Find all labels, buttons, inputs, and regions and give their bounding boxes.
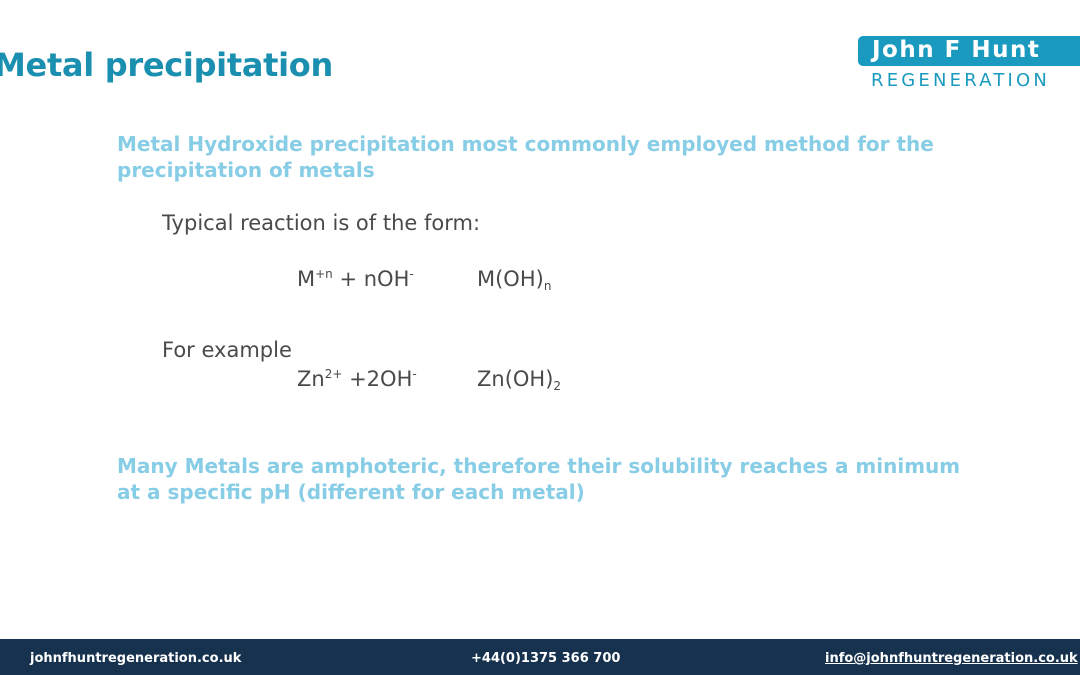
- example-reactant-charge2: -: [412, 367, 417, 381]
- general-reactant-rest: + nOH: [332, 267, 410, 291]
- general-product-subscript: n: [543, 279, 552, 293]
- heading-hydroxide-line2: precipitation of metals: [117, 158, 375, 182]
- footer-email-link[interactable]: info@johnfhuntregeneration.co.uk: [825, 651, 1078, 666]
- example-reactant: Zn2+ +2OH-: [297, 367, 417, 391]
- logo-subtitle: REGENERATION: [871, 70, 1051, 91]
- logo-banner: John F Hunt: [858, 36, 1080, 66]
- general-reactant-charge2: -: [409, 267, 414, 281]
- heading-amphoteric-line2: at a specific pH (different for each met…: [117, 480, 585, 504]
- heading-amphoteric-line1: Many Metals are amphoteric, therefore th…: [117, 454, 961, 478]
- company-logo: John F Hunt REGENERATION: [858, 36, 1080, 96]
- typical-reaction-text: Typical reaction is of the form:: [162, 211, 481, 235]
- general-reactant-charge: +n: [315, 267, 333, 281]
- general-reactant: M+n + nOH-: [297, 267, 414, 291]
- example-product: Zn(OH)2: [477, 367, 561, 393]
- example-label: For example: [162, 338, 292, 362]
- slide-title: Metal precipitation: [0, 46, 333, 84]
- example-product-subscript: 2: [553, 379, 562, 393]
- example-reactant-base: Zn: [297, 367, 325, 391]
- footer-website: johnfhuntregeneration.co.uk: [30, 651, 242, 666]
- heading-hydroxide-line1: Metal Hydroxide precipitation most commo…: [117, 132, 934, 156]
- heading-hydroxide: Metal Hydroxide precipitation most commo…: [117, 131, 934, 183]
- footer-bar: johnfhuntregeneration.co.uk +44(0)1375 3…: [0, 639, 1080, 675]
- heading-amphoteric: Many Metals are amphoteric, therefore th…: [117, 453, 960, 505]
- general-product-base: M(OH): [477, 267, 544, 291]
- example-product-base: Zn(OH): [477, 367, 554, 391]
- logo-name: John F Hunt: [872, 37, 1041, 63]
- example-reactant-charge: 2+: [324, 367, 343, 381]
- general-reactant-base: M: [297, 267, 316, 291]
- general-product: M(OH)n: [477, 267, 551, 293]
- footer-phone: +44(0)1375 366 700: [471, 651, 621, 666]
- example-reactant-rest: +2OH: [342, 367, 413, 391]
